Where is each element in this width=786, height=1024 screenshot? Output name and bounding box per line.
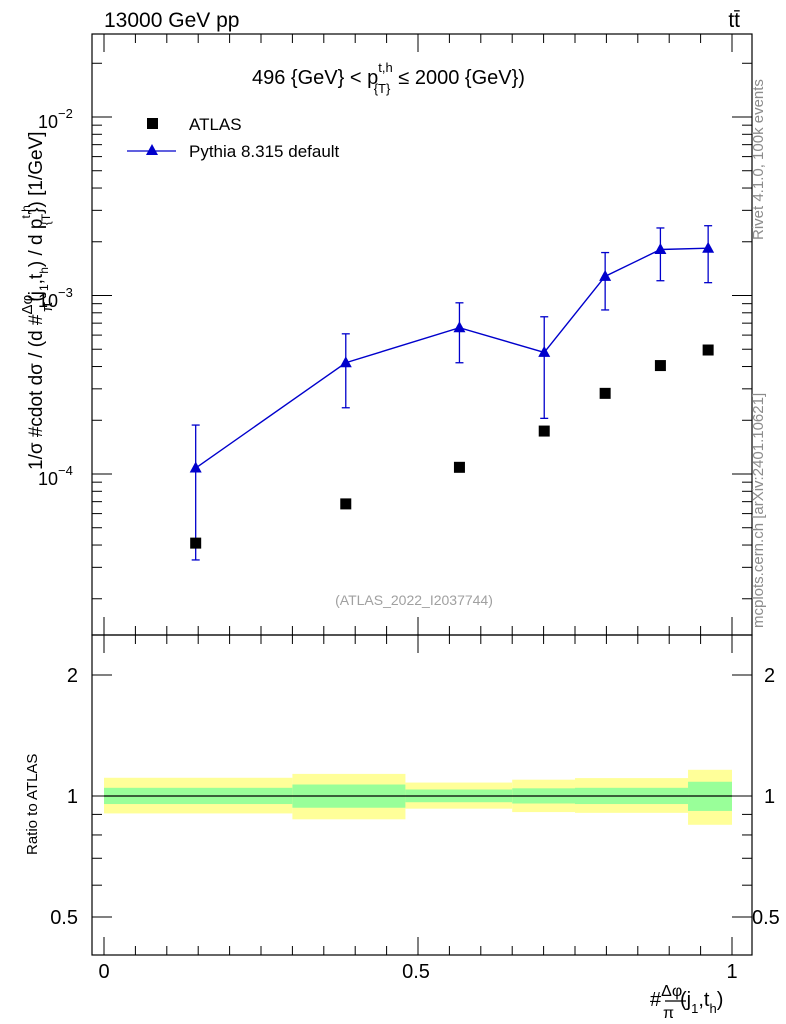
pythia-point-6 xyxy=(702,241,715,253)
ratio-bands xyxy=(104,769,732,825)
atlas-point-6 xyxy=(702,344,714,356)
y-axis-title: 1/σ #cdot dσ / (d #Δφ π(j1,th) / d pt,h{T… xyxy=(19,131,56,470)
analysis-watermark: (ATLAS_2022_I2037744) xyxy=(335,592,493,608)
process-label: tt̄ xyxy=(728,9,740,32)
ratio-y-tick-1-right: 1 xyxy=(764,786,775,808)
error-bars xyxy=(191,225,713,561)
pythia-series-line xyxy=(195,247,709,469)
pythia-point-3 xyxy=(538,345,551,357)
series-lines xyxy=(195,247,709,469)
x-tick-label-05: 0.5 xyxy=(402,961,430,983)
plot-title: 496 {GeV} < pt,h {T} ≤ 2000 {GeV}) xyxy=(252,60,525,96)
y-tick-label-1e-3: 10−3 xyxy=(38,285,73,311)
legend-pythia-label: Pythia 8.315 default xyxy=(189,142,340,161)
atlas-point-2 xyxy=(453,461,465,473)
data-markers xyxy=(189,241,715,549)
legend-pythia-marker xyxy=(146,144,158,155)
mcplots-label: mcplots.cern.ch [arXiv:2401.10621] xyxy=(750,393,767,628)
pythia-point-5 xyxy=(654,243,667,255)
pythia-point-4 xyxy=(599,269,612,281)
y-tick-label-1e-4: 10−4 xyxy=(38,463,73,489)
atlas-point-0 xyxy=(190,537,202,549)
axis-ticks xyxy=(92,34,752,955)
y-tick-label-1e-2: 10−2 xyxy=(38,106,73,132)
atlas-point-3 xyxy=(538,425,550,437)
energy-label: 13000 GeV pp xyxy=(104,9,239,32)
atlas-point-4 xyxy=(599,387,611,399)
x-tick-label-0: 0 xyxy=(98,961,109,983)
ratio-y-tick-05-left: 0.5 xyxy=(50,907,78,929)
legend-atlas-marker xyxy=(147,118,158,129)
atlas-point-5 xyxy=(654,360,666,372)
ratio-y-tick-1-left: 1 xyxy=(67,786,78,808)
ratio-y-axis-title: Ratio to ATLAS xyxy=(24,754,41,855)
x-tick-label-1: 1 xyxy=(726,961,737,983)
pythia-point-1 xyxy=(339,356,352,368)
pythia-point-2 xyxy=(453,321,466,333)
pythia-point-0 xyxy=(189,461,202,473)
atlas-point-1 xyxy=(340,498,352,510)
ratio-y-tick-2-left: 2 xyxy=(67,665,78,687)
ratio-y-tick-2-right: 2 xyxy=(764,665,775,687)
ratio-y-tick-05-right: 0.5 xyxy=(752,907,780,929)
ratio-frame xyxy=(91,634,753,956)
legend-atlas-label: ATLAS xyxy=(189,115,242,134)
rivet-version-label: Rivet 4.1.0, 100k events xyxy=(750,79,767,240)
x-axis-title: #Δφ π(j1,th) xyxy=(650,983,723,1022)
